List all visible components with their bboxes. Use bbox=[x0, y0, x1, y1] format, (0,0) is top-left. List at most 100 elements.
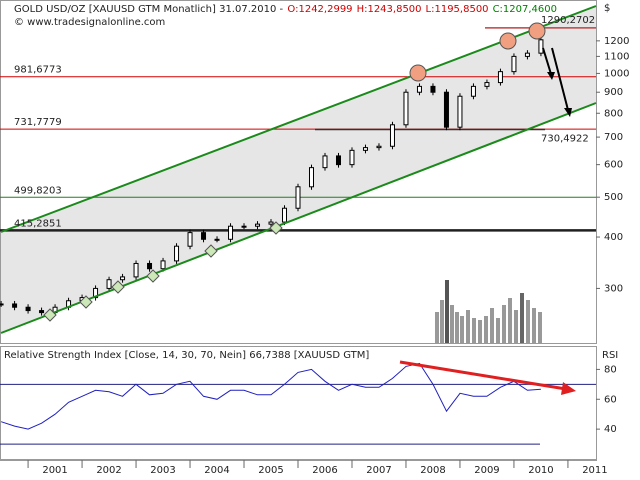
level-label: 415,2851 bbox=[14, 218, 62, 229]
candle bbox=[214, 238, 220, 241]
volume-bar bbox=[526, 300, 530, 343]
marker bbox=[409, 64, 427, 82]
volume-bar bbox=[484, 316, 488, 343]
candle bbox=[133, 262, 139, 278]
rsi-trend-arrow bbox=[399, 360, 567, 391]
candle bbox=[120, 276, 126, 281]
markers bbox=[43, 22, 546, 322]
x-tick-label: 2011 bbox=[582, 465, 607, 476]
rsi-title: Relative Strength Index [Close, 14, 30, … bbox=[4, 350, 369, 361]
channel-upper bbox=[0, 5, 597, 233]
x-tick-label: 2008 bbox=[420, 465, 445, 476]
volume-bar bbox=[466, 310, 470, 343]
channel-lower bbox=[0, 102, 597, 334]
rsi-line bbox=[0, 362, 541, 430]
candle bbox=[187, 232, 193, 247]
candle bbox=[403, 91, 409, 126]
y-tick-label: 600 bbox=[604, 160, 623, 171]
volume-bar bbox=[472, 318, 476, 343]
x-tick-label: 2009 bbox=[474, 465, 499, 476]
volume-bar bbox=[455, 312, 459, 343]
candle bbox=[497, 71, 503, 84]
candle bbox=[282, 207, 288, 223]
candle bbox=[268, 221, 274, 225]
arrow-head bbox=[564, 108, 572, 117]
candle bbox=[430, 85, 436, 93]
y-tick-label: 500 bbox=[604, 192, 623, 203]
candle bbox=[389, 124, 395, 147]
ohlc-value: L:1195,8500 bbox=[426, 4, 489, 15]
candle bbox=[362, 147, 368, 151]
candle bbox=[174, 245, 180, 262]
y-tick-label: 900 bbox=[604, 87, 623, 98]
candle bbox=[524, 52, 530, 57]
arrow bbox=[542, 47, 552, 75]
x-tick-label: 2004 bbox=[204, 465, 229, 476]
arrow bbox=[551, 47, 569, 111]
y-tick-label: 1000 bbox=[604, 68, 629, 79]
y-axis-label: $ bbox=[604, 3, 610, 14]
candle bbox=[335, 155, 341, 166]
arrows bbox=[542, 47, 572, 117]
volume-bar bbox=[478, 320, 482, 343]
level-label: 981,6773 bbox=[14, 65, 62, 76]
level-label: 731,7779 bbox=[14, 117, 62, 128]
marker bbox=[146, 269, 160, 283]
candle bbox=[201, 232, 207, 240]
level-label: 499,8203 bbox=[14, 185, 62, 196]
rsi-layer bbox=[0, 362, 596, 445]
volume-bar bbox=[460, 316, 464, 343]
credit: © www.tradesignalonline.com bbox=[14, 17, 165, 28]
ohlc-value: H:1243,8500 bbox=[357, 4, 422, 15]
candle bbox=[349, 149, 355, 166]
marker bbox=[528, 22, 546, 40]
candle bbox=[416, 85, 422, 93]
y-tick-label: 700 bbox=[604, 132, 623, 143]
candle bbox=[160, 260, 166, 270]
candle bbox=[93, 287, 99, 299]
candle bbox=[322, 155, 328, 169]
candle bbox=[12, 303, 18, 308]
candle bbox=[538, 39, 544, 54]
volume-bar bbox=[508, 298, 512, 343]
y-tick-label: 1200 bbox=[604, 36, 629, 47]
volume-bar bbox=[514, 310, 518, 343]
candle bbox=[25, 306, 31, 312]
y-tick-label: 800 bbox=[604, 108, 623, 119]
x-tick-label: 2010 bbox=[528, 465, 553, 476]
candle bbox=[376, 145, 382, 149]
candle bbox=[511, 55, 517, 73]
volume-bar bbox=[445, 280, 449, 343]
arrow-head bbox=[547, 72, 555, 80]
candle bbox=[147, 262, 153, 270]
y-tick-label: 1100 bbox=[604, 51, 629, 62]
rsi-panel bbox=[0, 346, 597, 460]
y-tick-label: 80 bbox=[604, 364, 617, 375]
volume-bar bbox=[490, 308, 494, 343]
ohlc-value: O:1242,2999 bbox=[287, 4, 352, 15]
volume-bar bbox=[532, 308, 536, 343]
marker bbox=[269, 221, 283, 235]
candle bbox=[241, 225, 247, 228]
price-layer bbox=[0, 27, 596, 316]
annotation-label: 730,4922 bbox=[541, 133, 589, 144]
channel-fill bbox=[1, 6, 596, 333]
candle bbox=[308, 167, 314, 188]
candle bbox=[443, 91, 449, 128]
candle bbox=[255, 223, 261, 227]
candle bbox=[484, 82, 490, 87]
candle bbox=[39, 310, 45, 314]
candle bbox=[106, 279, 112, 289]
volume-bar bbox=[440, 300, 444, 343]
arrow-head bbox=[561, 382, 576, 395]
price-panel bbox=[0, 0, 597, 344]
marker bbox=[79, 295, 93, 309]
x-tick-label: 2002 bbox=[96, 465, 121, 476]
candle bbox=[470, 85, 476, 97]
chart-header: GOLD USD/OZ [XAUUSD GTM Monatlich] 31.07… bbox=[14, 4, 557, 15]
marker bbox=[499, 32, 517, 50]
candle bbox=[228, 225, 234, 240]
x-tick-label: 2005 bbox=[258, 465, 283, 476]
candle bbox=[0, 303, 4, 306]
